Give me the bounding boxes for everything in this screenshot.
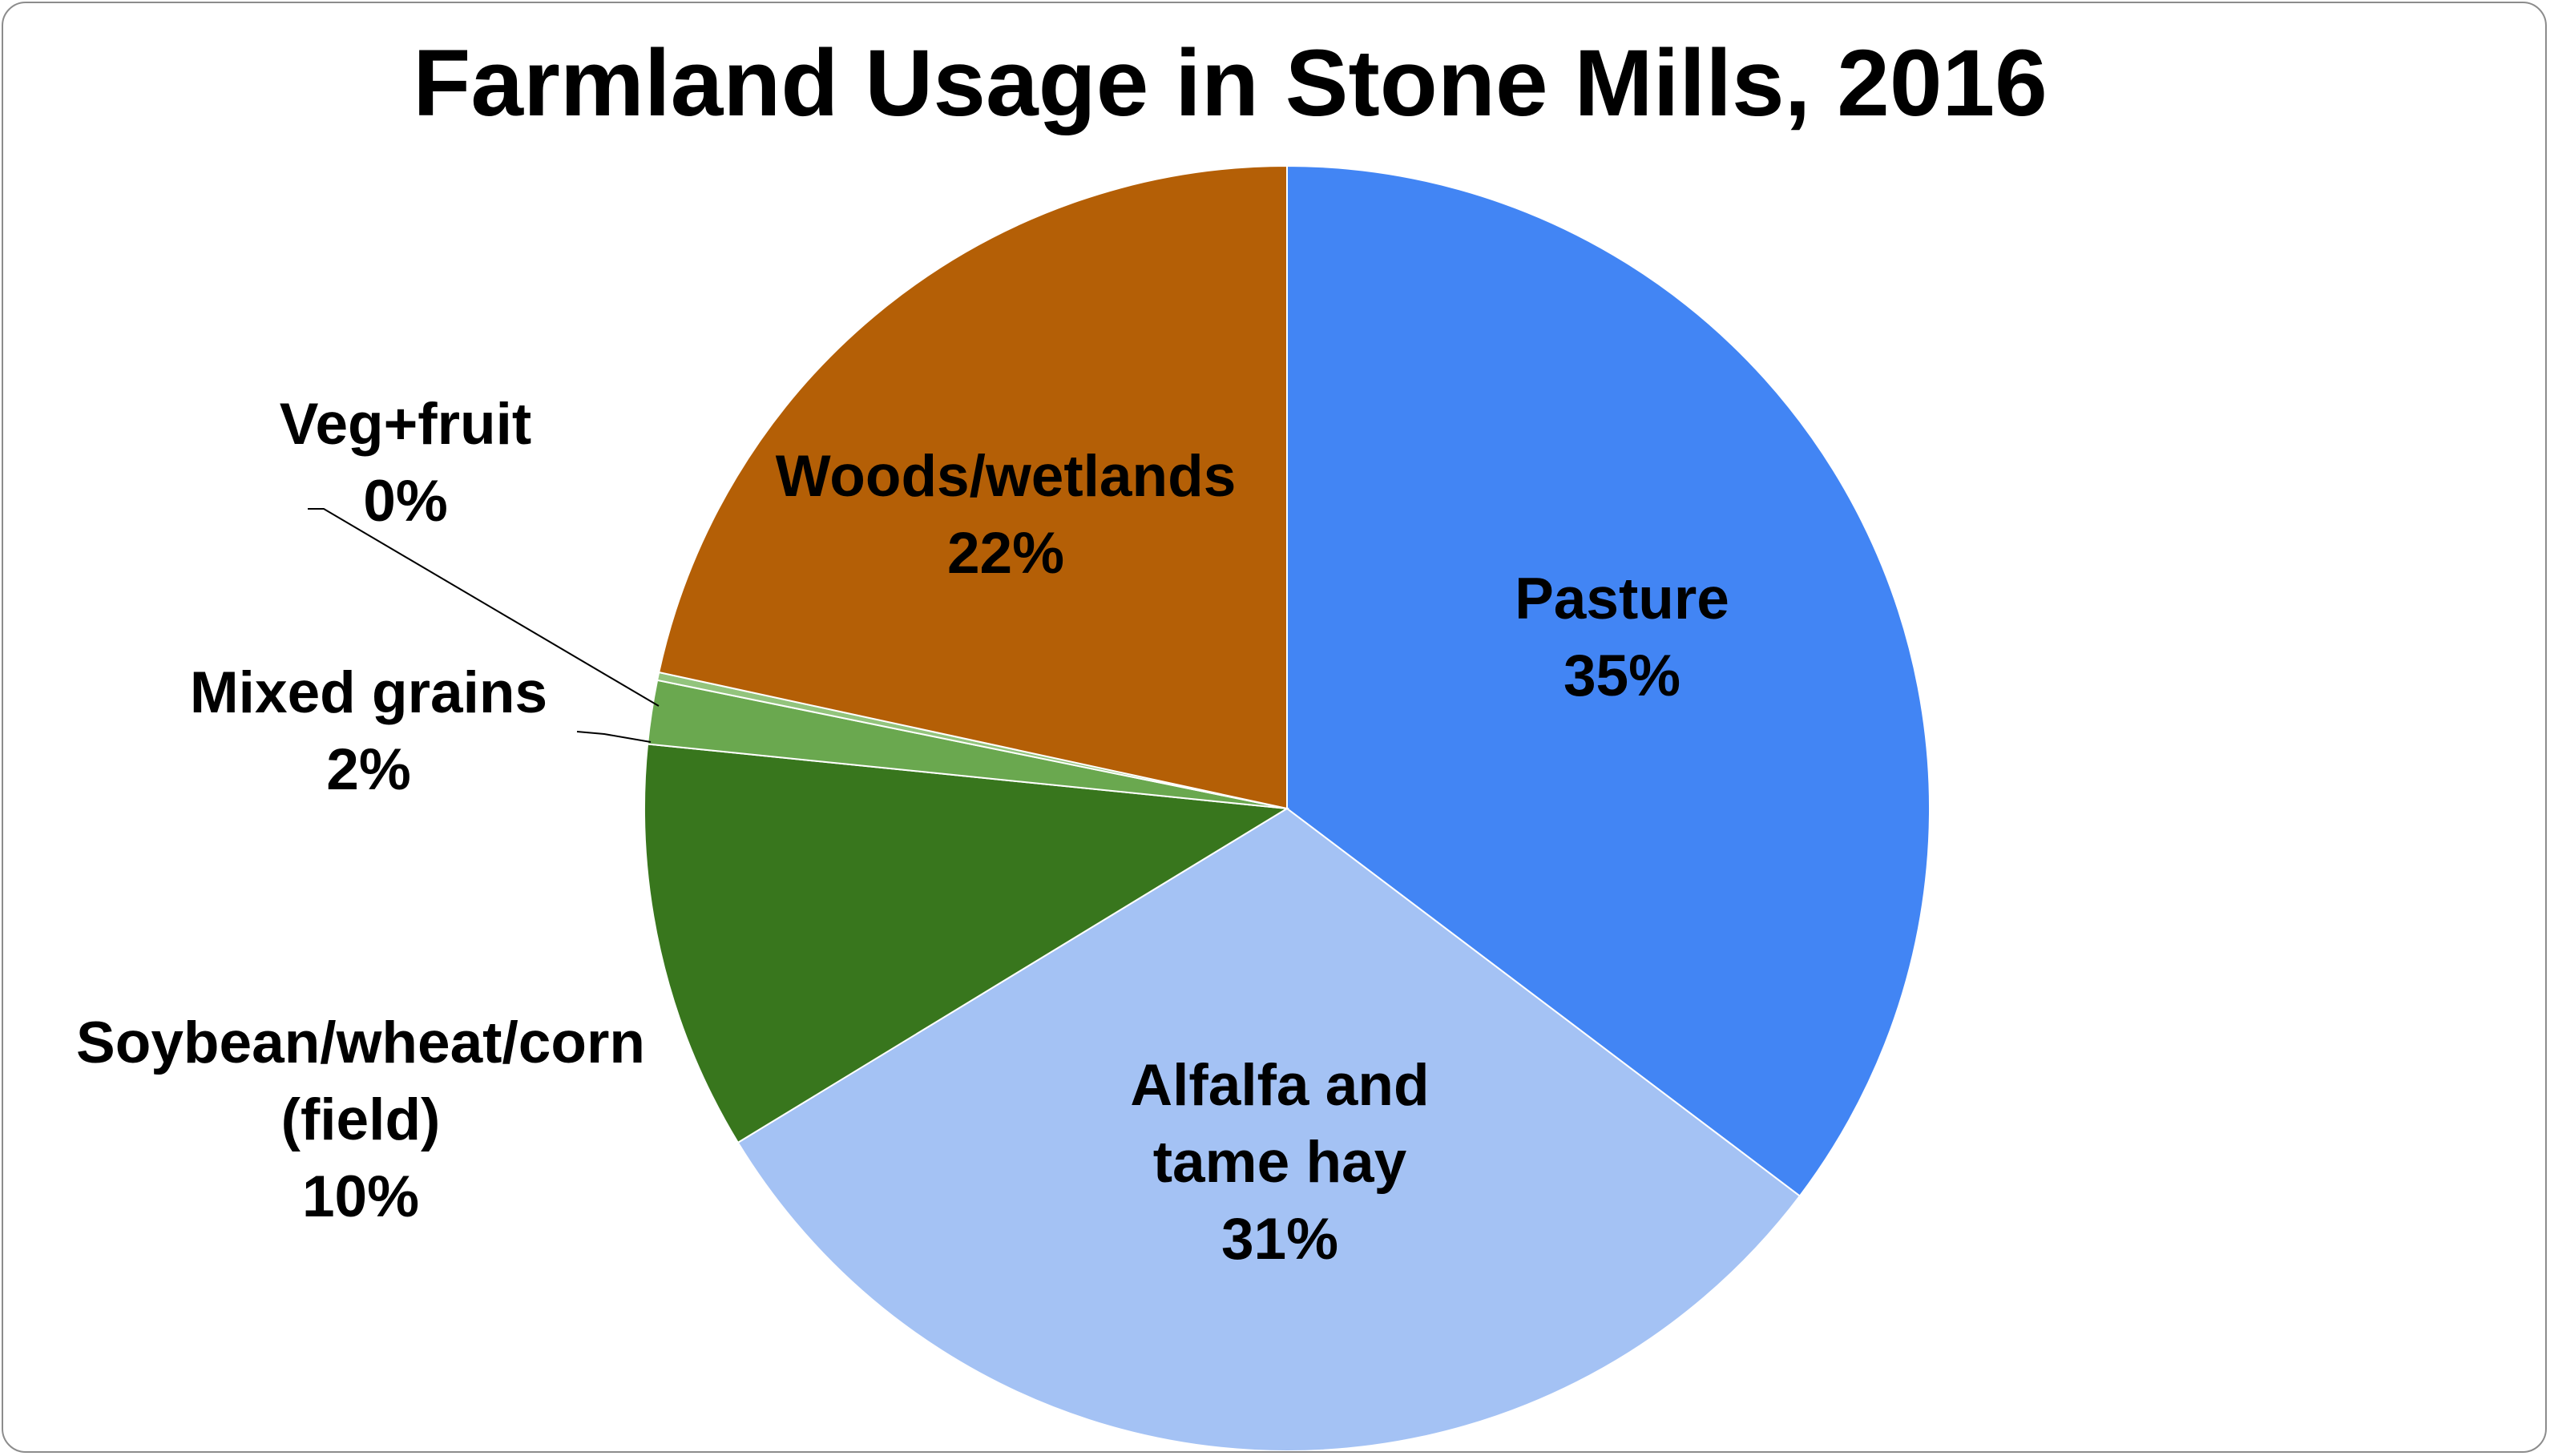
pie-slice-alfalfa-and [736, 807, 1802, 1451]
slice-category-label: Alfalfa and [1130, 1053, 1429, 1118]
slice-label-woods-wetlands: Woods/wetlands 22% [776, 444, 1237, 586]
slice-value-label: 35% [1563, 643, 1680, 708]
slice-label-veg-fruit: Veg+fruit 0% [280, 392, 531, 534]
slice-value-label: 22% [947, 521, 1064, 586]
chart-title: Farmland Usage in Stone Mills, 2016 [413, 30, 2048, 136]
slice-category-label: Pasture [1515, 567, 1729, 631]
slice-value-label: 10% [302, 1164, 419, 1229]
pie-slice-soybean-wheat-corn [644, 743, 1290, 1144]
slice-value-label: 2% [326, 737, 411, 802]
slice-category-label: Veg+fruit [280, 392, 531, 457]
pie-slices [644, 164, 1931, 1451]
pie-slice-pasture [1286, 164, 1931, 1197]
slice-category-label: Mixed grains [190, 660, 547, 725]
slice-label-pasture: Pasture 35% [1515, 567, 1729, 708]
slice-category-label: Woods/wetlands [776, 444, 1237, 509]
slice-labels: Pasture 35% Alfalfa and tame hay 31% Soybean/… [76, 392, 1729, 1272]
leader-lines [308, 508, 660, 743]
pie-chart: Pasture 35% Alfalfa and tame hay 31% Soybean/… [76, 164, 1931, 1451]
slice-category-label: tame hay [1153, 1130, 1407, 1195]
pie-slice-woods-wetlands [658, 164, 1288, 810]
slice-label-soybean-wheat-corn: Soybean/wheat/corn (field) 10% [76, 1010, 645, 1229]
slice-label-mixed-grains: Mixed grains 2% [190, 660, 547, 802]
leader-line-veg-fruit [308, 508, 660, 707]
slice-value-label: 31% [1221, 1207, 1338, 1272]
leader-line-mixed-grains [576, 731, 652, 743]
slice-value-label: 0% [363, 469, 448, 534]
slice-label-alfalfa-and: Alfalfa and tame hay 31% [1130, 1053, 1429, 1272]
slice-category-label: (field) [281, 1087, 441, 1152]
slice-category-label: Soybean/wheat/corn [76, 1010, 645, 1075]
